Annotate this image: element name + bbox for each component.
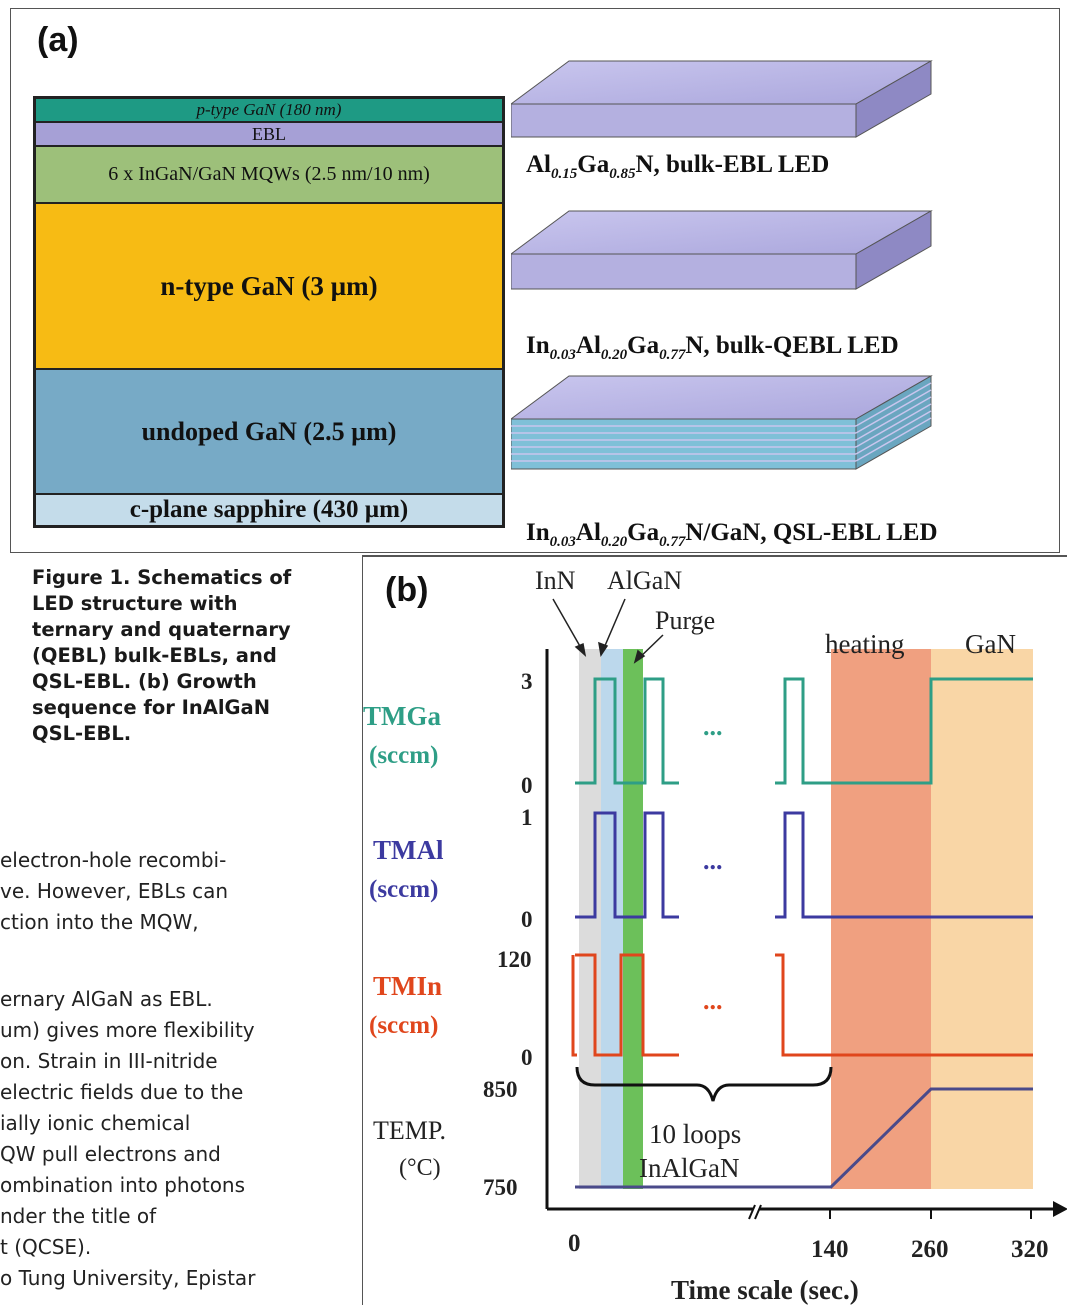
temp-high: 850 xyxy=(483,1077,518,1102)
layer-undoped-gan-label: undoped GaN (2.5 µm) xyxy=(141,416,397,446)
tmga-min: 0 xyxy=(521,773,533,798)
caption-line: QSL-EBL. (b) Growth xyxy=(32,670,257,693)
layer-p-gan-label: p-type GaN (180 nm) xyxy=(196,100,342,119)
tmga-ellipsis: ... xyxy=(703,712,723,741)
growth-sequence-diagram: InN AlGaN Purge heating GaN TMGa (sccm) … xyxy=(363,566,1067,1305)
loop-brace xyxy=(575,1066,833,1102)
body-line: ernary AlGaN as EBL. xyxy=(0,987,213,1011)
layer-mqw-label: 6 x InGaN/GaN MQWs (2.5 nm/10 nm) xyxy=(108,163,430,185)
layer-ebl: EBL xyxy=(36,123,502,147)
x-tick-260: 260 xyxy=(911,1236,949,1263)
tmin-ellipsis: ... xyxy=(703,986,723,1015)
x-tick-140: 140 xyxy=(811,1236,849,1263)
layer-ebl-label: EBL xyxy=(252,123,286,144)
body-line: nder the title of xyxy=(0,1204,157,1228)
tmal-trace xyxy=(575,811,679,919)
temp-trace xyxy=(575,1087,1033,1189)
body-line: electric fields due to the xyxy=(0,1080,244,1104)
panel-b-letter: (b) xyxy=(385,571,429,609)
body-line: ve. However, EBLs can xyxy=(0,879,229,903)
inn-annotation: InN xyxy=(535,566,576,595)
layer-sapphire-label: c-plane sapphire (430 µm) xyxy=(129,496,409,523)
body-line: ction into the MQW, xyxy=(0,910,199,934)
body-line: um) gives more flexibility xyxy=(0,1018,255,1042)
tmal-unit: (sccm) xyxy=(369,876,438,903)
purge-region xyxy=(623,649,643,1189)
tmga-label: TMGa xyxy=(363,701,441,731)
body-line: on. Strain in III-nitride xyxy=(0,1049,218,1073)
layer-n-gan: n-type GaN (3 µm) xyxy=(36,204,502,370)
caption-line: Figure 1. Schematics of xyxy=(32,566,292,589)
loops-label-line2: InAlGaN xyxy=(639,1153,739,1183)
slab-label-bulk-qebl: In0.03Al0.20Ga0.77N, bulk-QEBL LED xyxy=(526,332,899,363)
tmga-trace-end xyxy=(775,677,1033,785)
panel-a: (a) p-type GaN (180 nm) EBL 6 x InGaN/Ga… xyxy=(10,8,1060,553)
tmal-min: 0 xyxy=(521,907,533,932)
caption-line: sequence for InAlGaN xyxy=(32,696,271,719)
loops-label-line1: 10 loops xyxy=(649,1119,741,1149)
algan-region xyxy=(601,649,623,1189)
layer-p-gan: p-type GaN (180 nm) xyxy=(36,99,502,123)
caption-line: QSL-EBL. xyxy=(32,722,132,745)
temp-low: 750 xyxy=(483,1175,518,1200)
tmin-trace-start xyxy=(571,955,577,1057)
annotation-arrows xyxy=(552,598,664,664)
layer-undoped-gan: undoped GaN (2.5 µm) xyxy=(36,370,502,495)
temp-unit: (°C) xyxy=(399,1155,441,1181)
tmal-label: TMAl xyxy=(373,835,444,865)
x-axis-label: Time scale (sec.) xyxy=(671,1275,859,1305)
tmga-max: 3 xyxy=(521,669,533,694)
gan-region xyxy=(931,649,1033,1189)
slab-label-qsl-ebl: In0.03Al0.20Ga0.77N/GaN, QSL-EBL LED xyxy=(526,519,938,550)
x-axis-arrow xyxy=(1053,1201,1067,1217)
body-line: ombination into photons xyxy=(0,1173,246,1197)
x-tick-0: 0 xyxy=(568,1230,581,1257)
heating-annotation: heating xyxy=(825,629,904,659)
slab-bulk-qebl xyxy=(511,210,933,290)
tmal-trace-end xyxy=(775,811,1033,919)
tmga-unit: (sccm) xyxy=(369,742,438,769)
axis-break xyxy=(748,1204,762,1220)
x-tick-320: 320 xyxy=(1011,1236,1049,1263)
body-line: QW pull electrons and xyxy=(0,1142,221,1166)
tmal-max: 1 xyxy=(521,805,533,830)
heating-region xyxy=(831,649,931,1189)
tmin-min: 0 xyxy=(521,1045,533,1070)
body-line: ially ionic chemical xyxy=(0,1111,191,1135)
tmin-trace xyxy=(575,953,679,1057)
body-line: electron-hole recombi- xyxy=(0,848,227,872)
caption-line: LED structure with xyxy=(32,592,238,615)
panel-a-letter: (a) xyxy=(37,21,79,59)
algan-annotation: AlGaN xyxy=(607,566,682,595)
body-line: t (QCSE). xyxy=(0,1235,92,1259)
tmal-ellipsis: ... xyxy=(703,846,723,875)
body-line: o Tung University, Epistar xyxy=(0,1266,256,1290)
caption-line: (QEBL) bulk-EBLs, and xyxy=(32,644,277,667)
purge-annotation: Purge xyxy=(655,606,715,635)
layer-n-gan-label: n-type GaN (3 µm) xyxy=(160,270,378,301)
tmin-trace-end xyxy=(775,953,1033,1057)
tmin-unit: (sccm) xyxy=(369,1012,438,1039)
tmga-trace xyxy=(575,677,679,785)
slab-label-bulk-ebl: Al0.15Ga0.85N, bulk-EBL LED xyxy=(526,151,830,182)
slab-bulk-ebl xyxy=(511,60,933,138)
temp-label: TEMP. xyxy=(373,1116,446,1145)
gan-annotation: GaN xyxy=(965,629,1016,659)
figure-caption: Figure 1. Schematics of LED structure wi… xyxy=(32,565,332,747)
panel-b: (b) InN AlGaN Purge heating GaN xyxy=(362,555,1067,1305)
inn-region xyxy=(579,649,601,1189)
caption-line: ternary and quaternary xyxy=(32,618,291,641)
led-layer-stack: p-type GaN (180 nm) EBL 6 x InGaN/GaN MQ… xyxy=(33,96,505,528)
layer-sapphire: c-plane sapphire (430 µm) xyxy=(36,495,502,525)
ebl-slabs xyxy=(511,60,933,470)
tmin-label: TMIn xyxy=(373,971,442,1001)
slab-qsl-ebl xyxy=(511,375,933,470)
layer-mqw: 6 x InGaN/GaN MQWs (2.5 nm/10 nm) xyxy=(36,147,502,204)
tmin-max: 120 xyxy=(497,947,532,972)
